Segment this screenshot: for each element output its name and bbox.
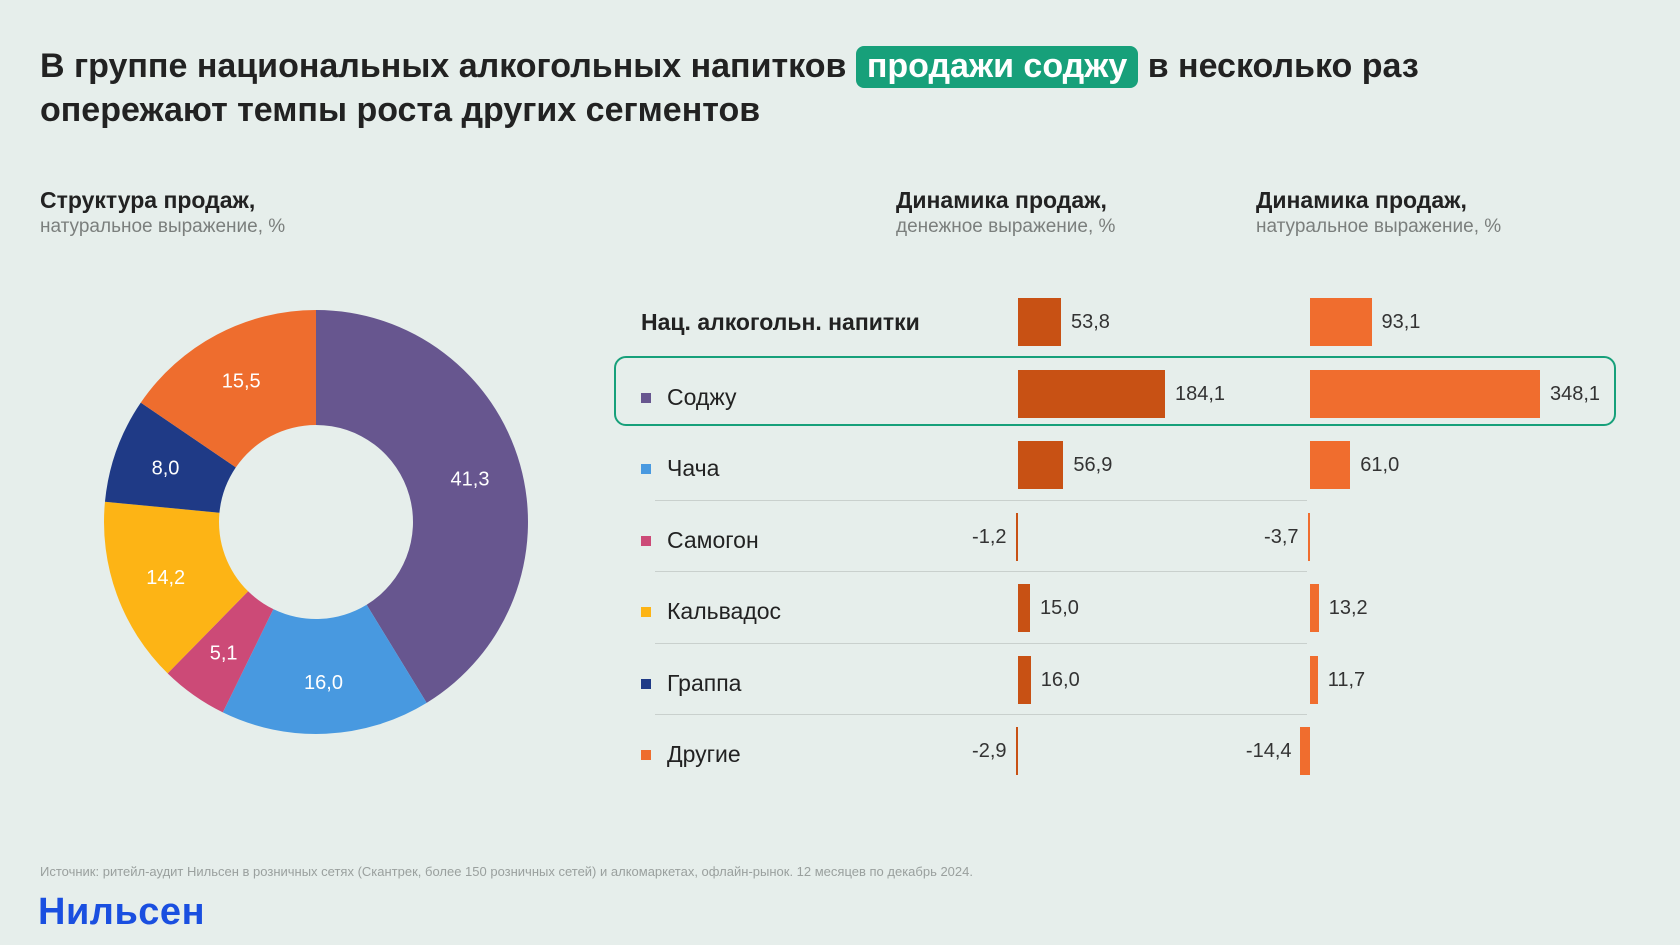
volume-bar-6: [1300, 727, 1310, 775]
volume-value-5: 11,7: [1327, 668, 1366, 691]
row-marker-2: [641, 464, 651, 474]
money-subtitle: денежное выражение, %: [896, 216, 1116, 237]
volume-value-6: -14,4: [1245, 740, 1292, 762]
money-bar-5: [1018, 655, 1031, 704]
volume-bar-5: [1310, 655, 1318, 704]
money-bar-1: [1018, 369, 1165, 418]
volume-value-4: 13,2: [1328, 597, 1368, 619]
brand-logo: Нильсен: [38, 891, 206, 933]
row-separator-4: [655, 571, 1307, 572]
donut-label-3: 14,2: [146, 567, 185, 589]
row-separator-5: [655, 642, 1307, 644]
donut-label-2: 5,1: [210, 643, 238, 665]
row-label-5: Граппа: [667, 669, 742, 696]
money-value-4: 15,0: [1039, 597, 1079, 619]
money-bar-0: [1018, 298, 1061, 346]
volume-header: Динамика продаж, натуральное выражение, …: [1256, 186, 1501, 240]
title-part2: в несколько раз опережают темпы роста др…: [40, 47, 1419, 129]
row-marker-6: [641, 750, 651, 760]
volume-bar-0: [1310, 298, 1372, 346]
donut-slice-0: [316, 310, 528, 703]
donut-slice-3: [104, 501, 249, 674]
volume-title: Динамика продаж,: [1256, 187, 1467, 213]
page-title: В группе национальных алкогольных напитк…: [40, 44, 1600, 132]
row-marker-3: [641, 535, 651, 546]
structure-subtitle: натуральное выражение, %: [40, 216, 286, 237]
donut-label-1: 16,0: [304, 672, 343, 694]
donut-label-4: 8,0: [152, 458, 180, 480]
row-label-2: Чача: [667, 455, 720, 481]
money-value-5: 16,0: [1040, 668, 1080, 691]
money-header: Динамика продаж, денежное выражение, %: [896, 186, 1115, 240]
money-value-1: 184,1: [1175, 382, 1226, 405]
volume-value-3: -3,7: [1264, 525, 1299, 548]
row-label-4: Кальвадос: [667, 598, 782, 624]
row-label-1: Соджу: [667, 383, 737, 410]
money-bar-4: [1018, 584, 1030, 632]
soju-highlight-box: [614, 356, 1616, 426]
volume-value-0: 93,1: [1381, 311, 1421, 333]
donut-slice-5: [140, 310, 316, 468]
structure-title: Структура продаж,: [40, 187, 256, 213]
source-note: Источник: ритейл-аудит Нильсен в розничн…: [40, 864, 973, 879]
row-label-6: Другие: [667, 741, 741, 767]
volume-bar-3: [1307, 512, 1310, 561]
volume-value-1: 348,1: [1550, 382, 1601, 405]
row-separator-6: [655, 714, 1307, 715]
volume-value-2: 61,0: [1360, 454, 1400, 476]
row-label-3: Самогон: [667, 526, 759, 553]
money-value-6: -2,9: [972, 740, 1007, 762]
money-value-0: 53,8: [1070, 311, 1110, 333]
donut-slice-2: [167, 591, 274, 713]
row-marker-4: [641, 607, 651, 617]
money-value-3: -1,2: [972, 525, 1007, 548]
row-label-group: Нац. алкогольн. напитки: [641, 309, 920, 335]
money-bar-2: [1018, 441, 1064, 489]
volume-bar-1: [1310, 369, 1540, 418]
money-value-2: 56,9: [1073, 454, 1113, 476]
money-title: Динамика продаж,: [896, 187, 1107, 213]
title-part1: В группе национальных алкогольных напитк…: [40, 47, 856, 85]
donut-chart: 41,3 16,0 5,1 14,2 8,0 15,5: [104, 310, 528, 734]
donut-slice-4: [104, 402, 236, 513]
donut-label-5: 15,5: [222, 371, 261, 393]
volume-bar-4: [1310, 584, 1319, 632]
money-bar-3: [1015, 512, 1018, 561]
volume-subtitle: натуральное выражение, %: [1256, 216, 1502, 237]
title-highlight: продажи соджу: [855, 46, 1139, 88]
structure-header: Структура продаж, натуральное выражение,…: [40, 186, 285, 240]
volume-bar-2: [1310, 441, 1351, 489]
row-marker-5: [641, 678, 651, 689]
row-marker-1: [641, 392, 651, 403]
money-bar-6: [1015, 727, 1018, 775]
row-separator-3: [655, 499, 1307, 501]
donut-slice-1: [222, 604, 427, 734]
donut-label-0: 41,3: [451, 469, 490, 491]
